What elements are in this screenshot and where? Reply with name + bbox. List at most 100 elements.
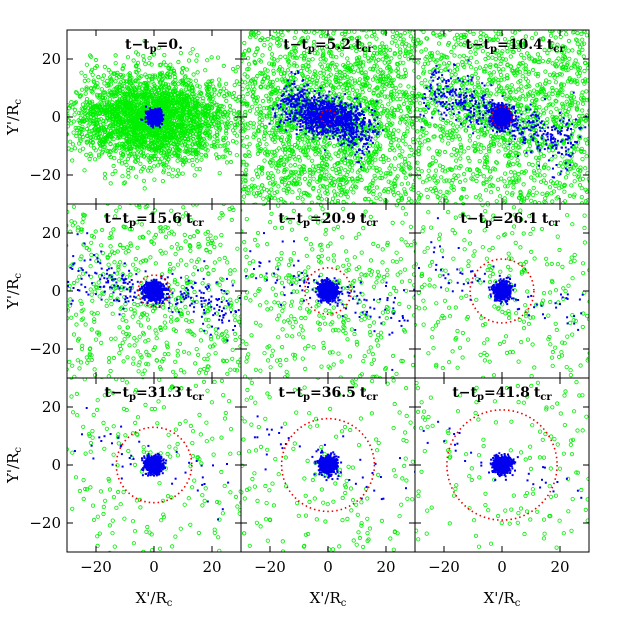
halo-point — [283, 182, 288, 187]
halo-point — [200, 106, 205, 111]
core-point — [159, 115, 162, 117]
halo-point — [328, 156, 333, 161]
halo-point — [87, 128, 92, 133]
halo-point — [138, 169, 143, 174]
halo-point — [149, 148, 154, 153]
halo-point — [373, 157, 378, 162]
halo-point — [78, 93, 84, 98]
halo-point — [206, 86, 211, 92]
halo-point — [234, 79, 239, 84]
halo-point — [342, 75, 347, 80]
halo-point — [260, 80, 265, 85]
halo-point — [117, 85, 123, 90]
halo-point — [237, 81, 241, 86]
halo-point — [62, 164, 65, 167]
halo-point — [83, 74, 88, 79]
core-point — [157, 114, 160, 117]
halo-point — [260, 117, 265, 123]
halo-point — [103, 140, 108, 145]
halo-point — [311, 176, 316, 181]
halo-point — [142, 80, 147, 86]
halo-point — [195, 53, 200, 58]
halo-point — [301, 65, 306, 70]
halo-point — [184, 94, 189, 99]
halo-point — [396, 74, 401, 79]
halo-point — [125, 157, 131, 162]
halo-point — [67, 124, 70, 129]
halo-point — [356, 55, 362, 60]
halo-point — [54, 184, 57, 187]
halo-point — [241, 94, 246, 99]
halo-point — [387, 147, 392, 153]
halo-point — [193, 78, 198, 83]
halo-point — [276, 114, 281, 119]
halo-point — [410, 90, 415, 95]
halo-point — [253, 26, 256, 29]
core-point — [162, 114, 165, 117]
halo-point — [87, 130, 92, 135]
halo-point — [170, 167, 176, 172]
halo-point — [198, 114, 203, 119]
halo-point — [261, 113, 266, 118]
halo-point — [134, 151, 139, 156]
halo-point — [209, 123, 214, 129]
halo-point — [392, 107, 397, 113]
halo-point — [288, 25, 291, 28]
halo-point — [352, 78, 358, 83]
halo-point — [271, 24, 274, 27]
halo-point — [109, 77, 114, 82]
core-point — [150, 114, 153, 117]
halo-point — [93, 157, 98, 162]
halo-point — [378, 121, 383, 126]
halo-point — [371, 91, 376, 96]
halo-point — [142, 186, 147, 191]
halo-point — [361, 82, 366, 87]
halo-point — [339, 157, 345, 162]
halo-point — [407, 144, 412, 149]
halo-point — [413, 101, 415, 106]
halo-point — [134, 70, 140, 75]
halo-point — [167, 99, 172, 105]
halo-point — [380, 214, 383, 217]
halo-point — [273, 22, 276, 25]
halo-point — [90, 140, 95, 145]
halo-point — [385, 171, 390, 176]
halo-point — [333, 193, 338, 198]
halo-point — [79, 70, 84, 75]
halo-point — [245, 121, 250, 126]
halo-point — [127, 92, 132, 97]
halo-point — [140, 86, 145, 91]
halo-point — [120, 161, 125, 166]
halo-point — [130, 128, 135, 133]
halo-point — [209, 114, 214, 119]
halo-point — [227, 103, 233, 109]
halo-point — [139, 121, 144, 127]
halo-point — [84, 62, 90, 67]
halo-point — [326, 74, 331, 79]
halo-point — [168, 62, 173, 67]
halo-point — [141, 142, 146, 147]
halo-point — [63, 115, 66, 118]
halo-point — [128, 146, 134, 151]
halo-point — [165, 87, 170, 92]
halo-point — [230, 52, 233, 55]
halo-point — [250, 115, 253, 118]
halo-point — [95, 102, 100, 107]
halo-point — [243, 162, 248, 167]
halo-point — [378, 197, 383, 202]
halo-point — [413, 114, 415, 119]
halo-point — [71, 130, 76, 135]
halo-point — [77, 141, 82, 146]
halo-point — [416, 86, 419, 89]
halo-point — [305, 74, 310, 80]
halo-point — [341, 203, 346, 204]
halo-point — [263, 131, 268, 136]
halo-point — [95, 105, 100, 110]
halo-point — [199, 152, 204, 157]
halo-point — [390, 187, 396, 192]
halo-point — [381, 159, 386, 165]
panel-1: t−tp=5.2 tcr — [230, 22, 419, 217]
halo-point — [166, 157, 171, 162]
halo-point — [94, 121, 100, 127]
halo-point — [208, 96, 213, 101]
